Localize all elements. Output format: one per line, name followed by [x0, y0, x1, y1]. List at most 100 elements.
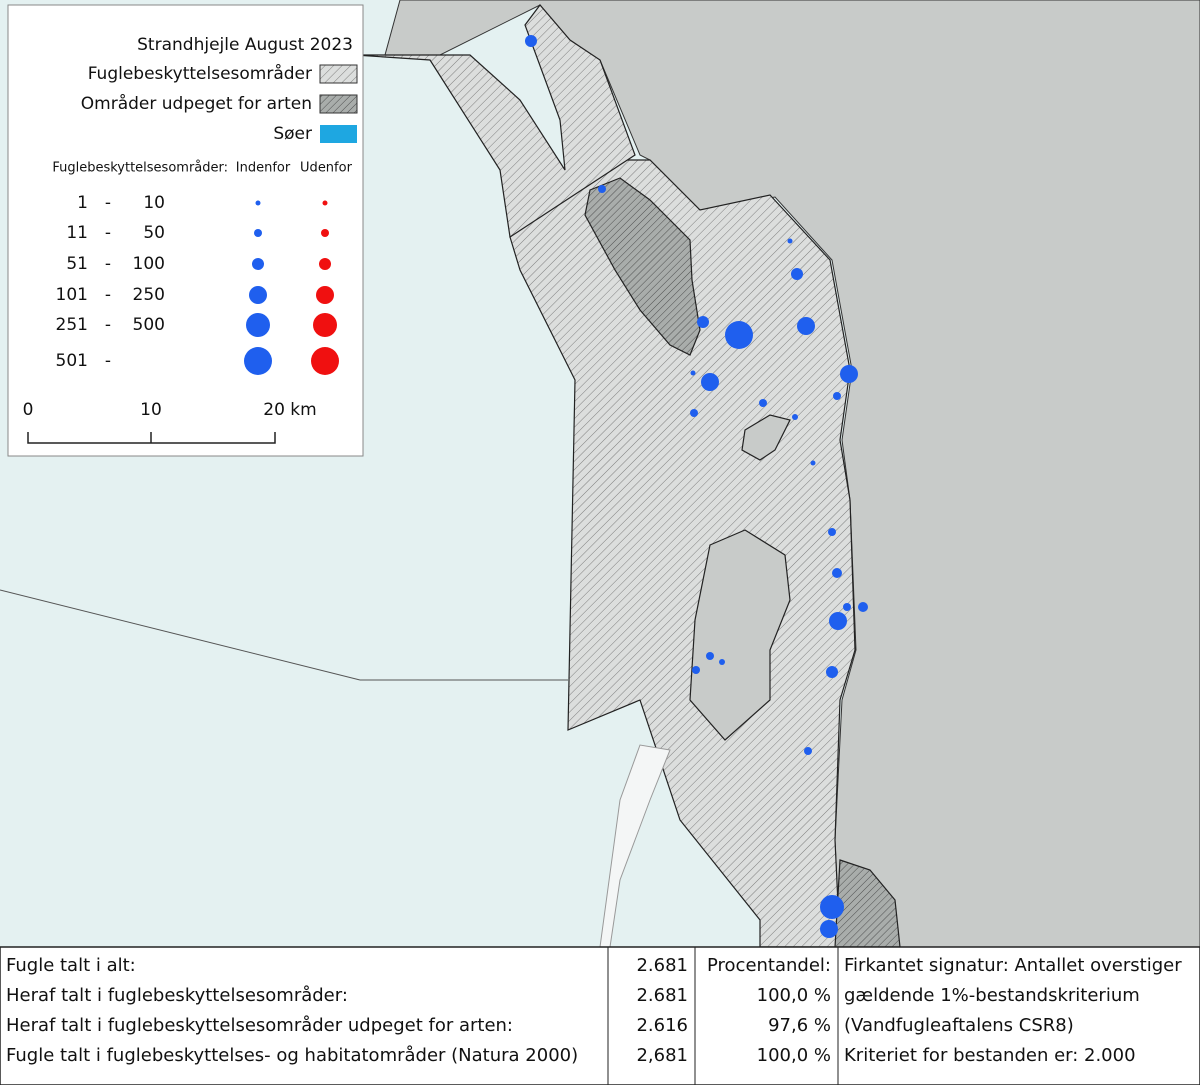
- class-dash: -: [105, 223, 111, 243]
- bird-dot: [804, 747, 812, 755]
- size-column: Indenfor: [236, 161, 291, 176]
- row-percent: 100,0 %: [757, 985, 831, 1006]
- bird-dot: [719, 659, 725, 665]
- bird-dot: [820, 920, 838, 938]
- row-percent: 100,0 %: [757, 1045, 831, 1066]
- class-to: 250: [133, 285, 165, 305]
- bird-dot: [701, 373, 719, 391]
- bird-dot: [690, 370, 696, 376]
- bird-dot: [690, 409, 698, 417]
- legend-box: [7, 4, 364, 457]
- bird-dot: [725, 321, 753, 349]
- class-from: 1: [77, 193, 88, 213]
- bird-dot: [820, 895, 844, 919]
- row-label: Heraf talt i fuglebeskyttelsesområder ud…: [6, 1015, 513, 1036]
- legend-item: Søer: [273, 124, 312, 144]
- row-percent: 97,6 %: [768, 1015, 831, 1036]
- class-dash: -: [105, 351, 111, 371]
- size-symbol: [249, 286, 267, 304]
- class-from: 101: [56, 285, 88, 305]
- bird-dot: [843, 603, 851, 611]
- scale-label: 20 km: [263, 400, 316, 420]
- bird-dot: [759, 399, 767, 407]
- bird-dot: [840, 365, 858, 383]
- scale-bar: 0 10 20 km: [23, 400, 317, 444]
- legend-item: Fuglebeskyttelsesområder: [88, 63, 312, 84]
- bird-dot: [810, 460, 816, 466]
- class-from: 51: [66, 254, 88, 274]
- row-note: (Vandfugleaftalens CSR8): [844, 1015, 1074, 1036]
- bird-dot: [598, 185, 606, 193]
- row-note: Kriteriet for bestanden er: 2.000: [844, 1045, 1136, 1066]
- island: [741, 414, 791, 461]
- protected-area: [354, 4, 636, 239]
- legend: Strandhjejle August 2023 Fuglebeskyttels…: [7, 4, 364, 457]
- size-symbol: [254, 229, 262, 237]
- class-from: 11: [66, 223, 88, 243]
- class-from: 501: [56, 351, 88, 371]
- scale-line: [27, 432, 276, 444]
- row-count: 2.616: [636, 1015, 688, 1036]
- row-label: Fugle talt i alt:: [6, 955, 136, 976]
- bird-dot: [697, 316, 709, 328]
- designated-area: [584, 177, 701, 356]
- size-symbol: [311, 347, 339, 375]
- class-to: 50: [143, 223, 165, 243]
- spit: [599, 744, 671, 948]
- size-symbol: [252, 258, 264, 270]
- scale-label: 0: [23, 400, 34, 420]
- size-header: Fuglebeskyttelsesområder:: [52, 161, 228, 176]
- size-symbol: [316, 286, 334, 304]
- class-dash: -: [105, 315, 111, 335]
- bird-dot: [829, 612, 847, 630]
- row-count: 2.681: [636, 955, 688, 976]
- bird-dot: [787, 238, 793, 244]
- class-dash: -: [105, 193, 111, 213]
- size-symbol: [244, 347, 272, 375]
- bird-dot: [791, 268, 803, 280]
- bird-dot: [797, 317, 815, 335]
- bird-dot: [692, 666, 700, 674]
- scale-label: 10: [140, 400, 162, 420]
- size-column: Udenfor: [300, 161, 353, 176]
- row-percent: Procentandel:: [707, 955, 831, 976]
- size-symbol: [313, 313, 337, 337]
- bird-dot: [833, 392, 841, 400]
- bird-counts: [525, 35, 868, 938]
- bird-dot: [706, 652, 714, 660]
- legend-swatch: [319, 94, 358, 114]
- row-label: Heraf talt i fuglebeskyttelsesområder:: [6, 985, 348, 1006]
- bird-dot: [858, 602, 868, 612]
- bird-dot: [826, 666, 838, 678]
- legend-swatch: [319, 64, 358, 84]
- bird-dot: [828, 528, 836, 536]
- protected-area: [509, 159, 856, 948]
- size-symbol: [246, 313, 270, 337]
- class-dash: -: [105, 254, 111, 274]
- size-symbol: [322, 200, 328, 206]
- row-count: 2,681: [636, 1045, 688, 1066]
- legend-swatch: [320, 125, 357, 143]
- table-box: [0, 946, 1200, 1085]
- size-symbol: [321, 229, 329, 237]
- bird-dot: [525, 35, 537, 47]
- row-label: Fugle talt i fuglebeskyttelses- og habit…: [6, 1045, 578, 1066]
- row-note: Firkantet signatur: Antallet overstiger: [844, 955, 1182, 976]
- size-symbol: [319, 258, 331, 270]
- island: [689, 529, 791, 741]
- legend-title: Strandhjejle August 2023: [137, 35, 353, 55]
- class-dash: -: [105, 285, 111, 305]
- class-to: 500: [133, 315, 165, 335]
- summary-table: Fugle talt i alt: 2.681 Procentandel: Firka…: [0, 946, 1200, 1085]
- size-symbol: [255, 200, 261, 206]
- map: [0, 0, 1200, 948]
- legend-item: Områder udpeget for arten: [81, 93, 312, 114]
- row-count: 2.681: [636, 985, 688, 1006]
- class-from: 251: [56, 315, 88, 335]
- class-to: 100: [133, 254, 165, 274]
- boundary: [0, 589, 361, 681]
- row-note: gældende 1%-bestandskriterium: [844, 985, 1140, 1006]
- class-to: 10: [143, 193, 165, 213]
